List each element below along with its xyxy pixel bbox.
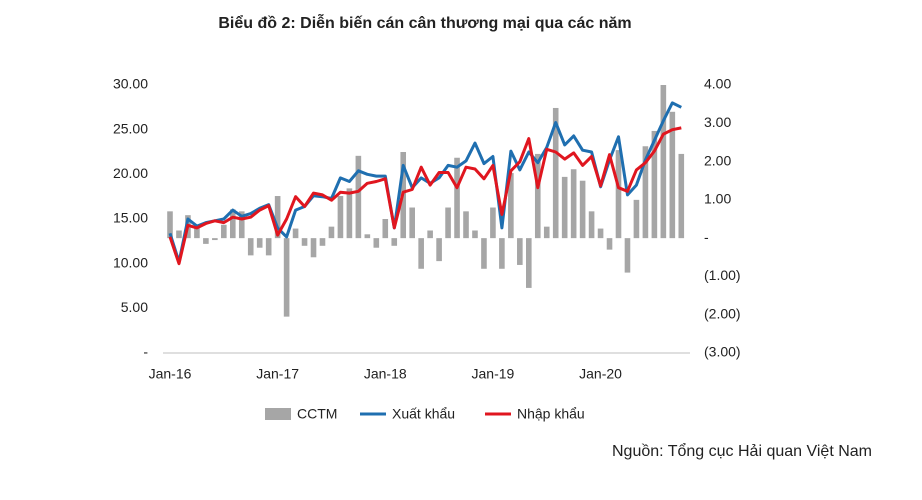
bar [624, 238, 631, 273]
x-tick-label: Jan-20 [579, 366, 622, 382]
bar [669, 111, 676, 239]
bar [597, 228, 604, 239]
bar [472, 230, 478, 239]
bar [642, 146, 649, 239]
bar [247, 238, 254, 256]
y2-tick-label: 4.00 [704, 76, 731, 92]
bar [391, 238, 398, 246]
y2-tick-label: - [704, 229, 709, 245]
bar [588, 211, 595, 239]
bar [319, 238, 326, 246]
x-tick-label: Jan-17 [256, 366, 299, 382]
legend-label: CCTM [297, 406, 337, 422]
bar [256, 238, 263, 248]
bar [221, 224, 227, 239]
legend-label: Nhập khẩu [517, 406, 585, 422]
line-series [168, 101, 682, 264]
bar [274, 196, 281, 239]
bar [436, 238, 442, 262]
bar [382, 219, 389, 239]
bar [561, 176, 568, 239]
bar [176, 230, 182, 239]
bar [445, 207, 451, 239]
y-tick-label: - [143, 344, 148, 360]
bar [292, 228, 299, 239]
bar [454, 157, 460, 239]
bar [579, 180, 586, 239]
source: Nguồn: Tổng cục Hải quan Việt Nam [612, 442, 872, 460]
bar [660, 85, 667, 239]
bar [633, 199, 640, 239]
y2-tick-label: 2.00 [704, 152, 731, 168]
bar [355, 155, 362, 239]
bar [543, 226, 550, 239]
legend-label: Xuất khẩu [392, 406, 455, 422]
bar [283, 238, 290, 317]
bar [194, 226, 200, 239]
y-tick-label: 10.00 [113, 254, 148, 270]
line-series [168, 126, 682, 266]
bar [409, 207, 415, 239]
x-tick-label: Jan-16 [149, 366, 192, 382]
bar [328, 226, 335, 239]
bar [310, 238, 317, 258]
bar [463, 211, 469, 239]
bar [570, 169, 577, 239]
bar [337, 196, 344, 239]
y-tick-label: 15.00 [113, 210, 148, 226]
y-tick-label: 30.00 [113, 76, 148, 92]
bar [534, 153, 541, 239]
bar [346, 188, 353, 239]
bar [427, 230, 433, 239]
legend-swatch [265, 408, 291, 420]
y2-tick-label: 3.00 [704, 114, 731, 130]
y2-tick-label: (1.00) [704, 267, 741, 283]
y2-tick-label: 1.00 [704, 191, 731, 207]
x-tick-label: Jan-18 [364, 366, 407, 382]
bar [373, 238, 380, 248]
bar [526, 238, 532, 288]
chart-title: Biểu đồ 2: Diễn biến cán cân thương mại … [218, 13, 631, 32]
bar [508, 173, 514, 239]
x-tick-label: Jan-19 [472, 366, 515, 382]
bar [167, 211, 173, 239]
y-tick-label: 25.00 [113, 120, 148, 136]
bar [651, 130, 658, 239]
bar [615, 150, 622, 239]
bar [499, 238, 505, 269]
bar [238, 211, 245, 239]
bar [678, 153, 685, 239]
y2-tick-label: (3.00) [704, 344, 741, 360]
y-tick-label: 5.00 [121, 299, 148, 315]
bar [481, 238, 487, 269]
bar [517, 238, 523, 265]
bar [301, 238, 308, 246]
bar [212, 238, 218, 241]
y2-tick-label: (2.00) [704, 305, 741, 321]
bar [552, 107, 559, 239]
bar [203, 238, 209, 244]
bar [418, 238, 424, 269]
bar [364, 234, 371, 239]
bar [265, 238, 272, 256]
bar [490, 207, 496, 239]
bar [606, 238, 613, 250]
bar [229, 209, 236, 239]
y-tick-label: 20.00 [113, 165, 148, 181]
